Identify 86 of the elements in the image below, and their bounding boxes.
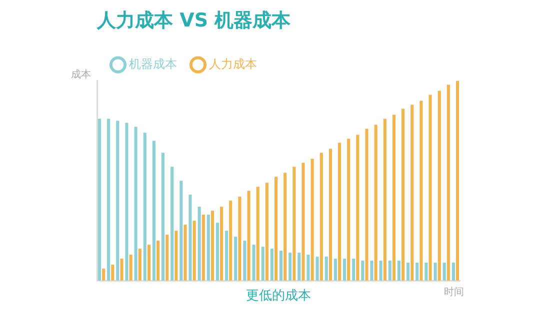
bar — [406, 262, 410, 281]
bar — [229, 200, 232, 281]
bar — [216, 222, 219, 281]
bar — [98, 118, 102, 281]
bar — [261, 246, 264, 281]
bar — [361, 260, 364, 281]
bar — [265, 182, 268, 281]
bar — [397, 260, 400, 281]
bar — [338, 142, 342, 281]
bar — [456, 80, 460, 281]
bar — [111, 264, 114, 281]
bar — [352, 258, 356, 281]
legend-label: 人力成本 — [209, 56, 257, 71]
bar — [180, 180, 183, 281]
bar — [420, 100, 423, 281]
bar — [170, 166, 174, 281]
legend-label: 机器成本 — [129, 56, 177, 71]
bar — [379, 260, 382, 281]
bar — [383, 118, 386, 281]
bar — [143, 132, 146, 281]
bar — [252, 244, 256, 281]
bar — [347, 138, 350, 281]
bar — [138, 248, 142, 281]
bar — [274, 176, 278, 281]
bar — [434, 262, 437, 281]
bar — [156, 240, 160, 281]
bar — [356, 134, 360, 281]
bar — [134, 126, 138, 281]
bar — [442, 262, 446, 281]
bar — [198, 206, 201, 281]
bar — [370, 260, 374, 281]
bar — [302, 162, 305, 281]
bar — [107, 118, 110, 281]
bar — [174, 230, 178, 281]
bar — [116, 120, 120, 281]
bar — [424, 262, 428, 281]
bar — [225, 230, 228, 281]
bar — [342, 258, 346, 281]
bar — [161, 152, 165, 281]
bar — [374, 124, 378, 281]
bar — [288, 252, 292, 281]
bar — [316, 256, 319, 281]
bar — [234, 236, 238, 281]
bar — [238, 196, 242, 281]
bar — [392, 114, 396, 281]
bar — [243, 240, 246, 281]
bar — [220, 206, 224, 281]
bar — [202, 214, 205, 281]
bar — [310, 158, 314, 281]
bar — [192, 220, 196, 281]
x-axis-title: 时间 — [444, 286, 464, 298]
bar — [306, 254, 310, 281]
bar — [270, 248, 274, 281]
bar — [324, 256, 328, 281]
bar — [147, 244, 150, 281]
bar — [410, 104, 414, 281]
bar — [365, 128, 368, 281]
bar — [206, 214, 210, 281]
y-axis-title: 成本 — [71, 68, 91, 80]
bar — [279, 250, 283, 281]
bar — [402, 108, 405, 281]
bar — [292, 166, 296, 281]
bar — [210, 210, 214, 281]
bar — [129, 254, 132, 281]
bar — [388, 260, 392, 281]
bar — [284, 172, 287, 281]
bar — [247, 190, 250, 281]
chart-title: 人力成本 VS 机器成本 — [96, 9, 292, 32]
bar — [452, 262, 455, 281]
bar — [428, 94, 432, 281]
bar — [320, 152, 323, 281]
bar — [298, 252, 301, 281]
bar — [446, 84, 450, 281]
text: 更低的成本 — [246, 288, 311, 304]
bar — [184, 224, 187, 281]
bar — [334, 258, 337, 281]
bar — [188, 194, 192, 281]
bar — [102, 268, 106, 281]
bar — [120, 258, 124, 281]
bar — [125, 122, 128, 281]
bar — [328, 148, 332, 281]
bar — [438, 90, 441, 281]
bar — [416, 262, 419, 281]
bar — [152, 140, 156, 281]
bar — [256, 186, 260, 281]
bar — [166, 234, 169, 281]
